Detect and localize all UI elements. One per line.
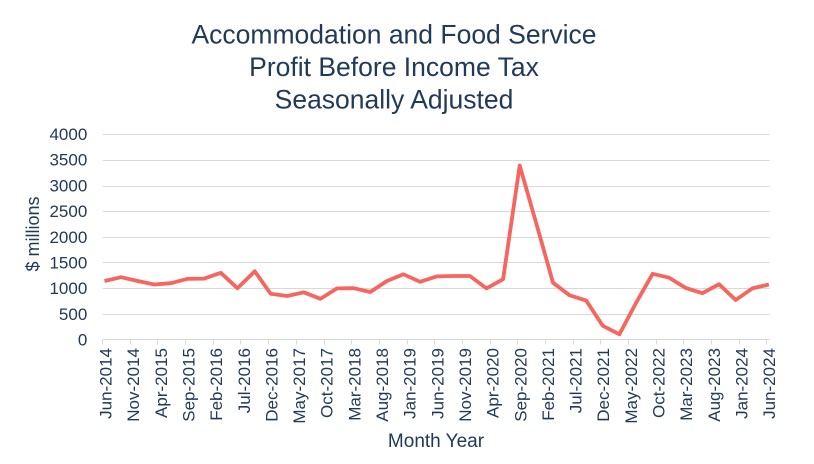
- svg-text:Oct-2022: Oct-2022: [650, 348, 669, 418]
- svg-text:Mar-2018: Mar-2018: [345, 348, 364, 421]
- svg-text:Nov-2019: Nov-2019: [456, 348, 475, 422]
- svg-text:Mar-2023: Mar-2023: [677, 348, 696, 421]
- svg-text:Accommodation and Food Service: Accommodation and Food Service: [191, 20, 596, 50]
- svg-text:Nov-2014: Nov-2014: [124, 348, 143, 422]
- svg-text:Jan-2024: Jan-2024: [732, 348, 751, 419]
- svg-text:2500: 2500: [49, 202, 87, 221]
- svg-text:Jan-2019: Jan-2019: [401, 348, 420, 419]
- svg-text:Seasonally Adjusted: Seasonally Adjusted: [275, 85, 514, 115]
- svg-text:Jul-2021: Jul-2021: [567, 348, 586, 413]
- svg-text:Apr-2015: Apr-2015: [152, 348, 171, 418]
- svg-text:4000: 4000: [49, 125, 87, 144]
- svg-text:May-2017: May-2017: [290, 348, 309, 424]
- svg-text:1500: 1500: [49, 253, 87, 272]
- svg-text:Feb-2021: Feb-2021: [539, 348, 558, 421]
- svg-text:Dec-2021: Dec-2021: [594, 348, 613, 422]
- svg-text:$ millions: $ millions: [23, 196, 43, 271]
- svg-text:Jun-2024: Jun-2024: [760, 348, 779, 419]
- svg-text:Oct-2017: Oct-2017: [318, 348, 337, 418]
- svg-text:Dec-2016: Dec-2016: [262, 348, 281, 422]
- svg-text:Sep-2015: Sep-2015: [179, 348, 198, 422]
- svg-text:Jun-2014: Jun-2014: [97, 348, 116, 419]
- svg-text:3000: 3000: [49, 176, 87, 195]
- svg-text:Profit Before Income Tax: Profit Before Income Tax: [249, 52, 539, 82]
- svg-text:3500: 3500: [49, 151, 87, 170]
- svg-text:Feb-2016: Feb-2016: [207, 348, 226, 421]
- svg-text:Jul-2016: Jul-2016: [235, 348, 254, 413]
- svg-text:May-2022: May-2022: [622, 348, 641, 424]
- svg-text:1000: 1000: [49, 279, 87, 298]
- svg-text:2000: 2000: [49, 228, 87, 247]
- svg-text:Apr-2020: Apr-2020: [484, 348, 503, 418]
- svg-text:Month Year: Month Year: [388, 431, 485, 452]
- svg-text:Aug-2023: Aug-2023: [705, 348, 724, 422]
- svg-text:Sep-2020: Sep-2020: [511, 348, 530, 422]
- svg-text:0: 0: [78, 331, 87, 350]
- svg-text:Aug-2018: Aug-2018: [373, 348, 392, 422]
- svg-text:Jun-2019: Jun-2019: [428, 348, 447, 419]
- svg-text:500: 500: [59, 305, 87, 324]
